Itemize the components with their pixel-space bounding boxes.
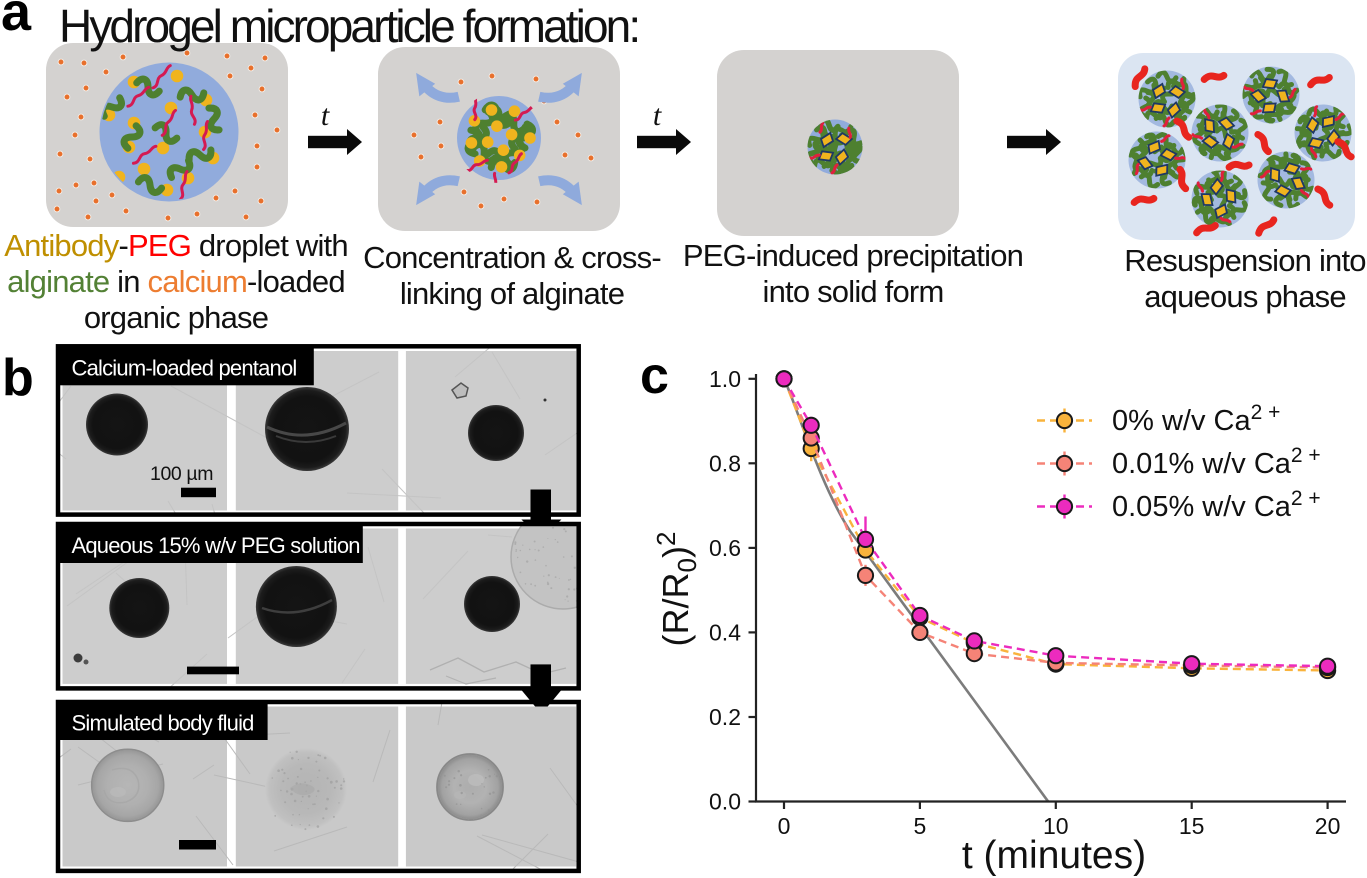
svg-text:1.0: 1.0 [709, 366, 741, 392]
svg-text:0.2: 0.2 [709, 704, 741, 730]
svg-text:c: c [640, 347, 669, 405]
svg-text:5: 5 [914, 813, 927, 839]
svg-text:t: t [653, 100, 662, 132]
svg-text:0.01% w/v Ca2 +: 0.01% w/v Ca2 + [1112, 444, 1321, 480]
svg-text:Aqueous 15% w/v PEG solution: Aqueous 15% w/v PEG solution [72, 533, 360, 558]
svg-text:20: 20 [1315, 813, 1341, 839]
svg-text:0.05% w/v Ca2 +: 0.05% w/v Ca2 + [1112, 487, 1321, 523]
svg-text:0: 0 [778, 813, 791, 839]
svg-text:b: b [2, 349, 34, 407]
svg-text:(R/R0)2: (R/R0)2 [651, 532, 702, 647]
svg-text:0.0: 0.0 [709, 789, 741, 815]
svg-text:0.8: 0.8 [709, 450, 741, 476]
svg-text:15: 15 [1179, 813, 1205, 839]
svg-text:0.4: 0.4 [709, 619, 741, 645]
svg-text:0% w/v Ca2 +: 0% w/v Ca2 + [1112, 401, 1280, 437]
svg-text:t (minutes): t (minutes) [962, 834, 1146, 877]
svg-text:Calcium-loaded pentanol: Calcium-loaded pentanol [72, 356, 297, 381]
svg-text:t: t [321, 100, 330, 132]
svg-text:100 µm: 100 µm [150, 463, 213, 485]
svg-text:10: 10 [1043, 813, 1069, 839]
svg-text:0.6: 0.6 [709, 535, 741, 561]
svg-text:Simulated body fluid: Simulated body fluid [72, 711, 254, 736]
